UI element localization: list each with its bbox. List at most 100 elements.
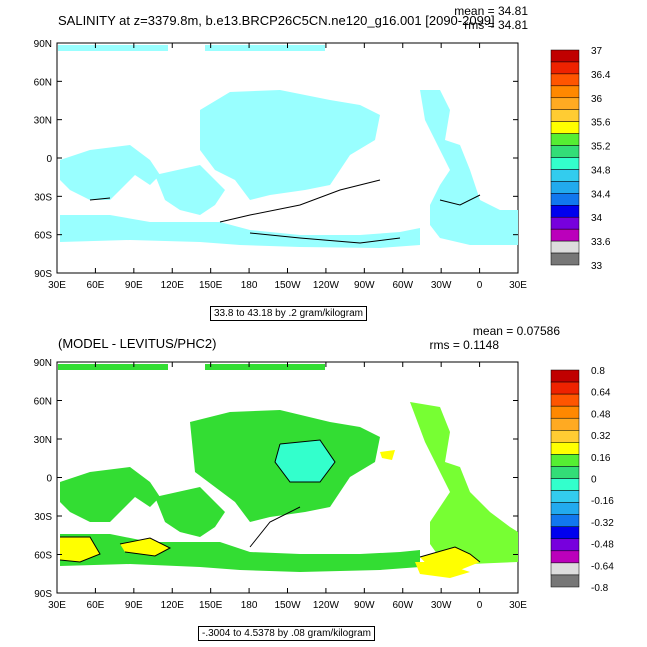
x-tick-label: 120W <box>313 600 340 611</box>
x-tick-label: 30E <box>48 280 66 291</box>
x-tick-label: 120E <box>161 280 185 291</box>
x-tick-label: 60W <box>392 600 413 611</box>
colorbar-swatch <box>550 240 580 254</box>
colorbar-swatch <box>550 405 580 419</box>
x-tick-label: 120W <box>313 280 340 291</box>
colorbar-label: 35.6 <box>591 118 611 129</box>
x-tick-label: 120E <box>161 600 185 611</box>
colorbar-label: 0.16 <box>591 453 611 464</box>
colorbar-label: 34 <box>591 213 603 224</box>
salinity-y-ticks: 90N 60N 30N 0 30S 60S 90S <box>34 39 518 280</box>
colorbar-swatch <box>550 574 580 588</box>
x-tick-label: 150E <box>199 280 223 291</box>
colorbar-swatch <box>550 49 580 63</box>
difference-contour-info: -.3004 to 4.5378 by .08 gram/kilogram <box>198 626 375 641</box>
x-tick-label: 150W <box>274 280 301 291</box>
salinity-rms: rms = 34.81 <box>464 18 528 32</box>
colorbar-swatch <box>550 73 580 87</box>
colorbar-swatch <box>550 169 580 182</box>
x-tick-label: 90E <box>125 600 143 611</box>
x-tick-label: 30E <box>509 600 527 611</box>
y-tick-label: 30N <box>34 435 52 446</box>
y-tick-label: 90N <box>34 39 52 50</box>
colorbar-label: 35.2 <box>591 142 611 153</box>
difference-map: 30E 60E 90E 120E 150E 180 150W 120W 90W 60W 30W 0 30… <box>34 358 615 611</box>
difference-panel: (MODEL - LEVITUS/PHC2) mean = 0.07586 rm… <box>0 322 647 647</box>
difference-colorbar: 0.8 0.64 0.48 0.32 0.16 0 -0.16 -0.32 -0.48 -0.64… <box>550 366 614 594</box>
colorbar-swatch <box>550 85 580 99</box>
y-tick-label: 60S <box>34 231 52 242</box>
difference-atlantic-fill <box>410 402 518 564</box>
colorbar-swatch <box>550 97 580 110</box>
salinity-mean: mean = 34.81 <box>454 4 528 18</box>
difference-contours <box>59 439 481 563</box>
colorbar-swatch <box>550 550 580 564</box>
salinity-title: SALINITY at z=3379.8m, b.e13.BRCP26C5CN.… <box>58 13 495 28</box>
x-tick-label: 0 <box>477 280 483 291</box>
colorbar-swatch <box>550 157 580 170</box>
colorbar-swatch <box>550 466 580 479</box>
x-tick-label: 90W <box>354 280 375 291</box>
y-tick-label: 90N <box>34 358 52 369</box>
y-tick-label: 30N <box>34 116 52 127</box>
colorbar-label: 0.64 <box>591 388 611 399</box>
x-tick-label: 60E <box>87 600 105 611</box>
colorbar-label: 34.8 <box>591 165 611 176</box>
colorbar-swatch <box>550 216 580 230</box>
colorbar-swatch <box>550 490 580 503</box>
salinity-contour-info: 33.8 to 43.18 by .2 gram/kilogram <box>210 306 367 321</box>
colorbar-label: 36 <box>591 94 603 105</box>
colorbar-swatch <box>550 133 580 146</box>
colorbar-label: 34.4 <box>591 189 611 200</box>
x-tick-label: 30E <box>509 280 527 291</box>
colorbar-swatch <box>550 454 580 467</box>
y-tick-label: 0 <box>46 474 52 485</box>
colorbar-swatch <box>550 478 580 491</box>
x-tick-label: 30W <box>431 600 452 611</box>
colorbar-label: -0.8 <box>591 583 609 594</box>
colorbar-swatch <box>550 393 580 407</box>
y-tick-label: 90S <box>34 589 52 600</box>
colorbar-swatch <box>550 562 580 576</box>
colorbar-swatch <box>550 538 580 552</box>
colorbar-swatch <box>550 61 580 75</box>
colorbar-label: -0.48 <box>591 540 614 551</box>
salinity-panel: SALINITY at z=3379.8m, b.e13.BRCP26C5CN.… <box>0 0 647 322</box>
x-tick-label: 180 <box>241 280 258 291</box>
colorbar-swatch <box>550 205 580 218</box>
y-tick-label: 30S <box>34 512 52 523</box>
colorbar-swatch <box>550 502 580 515</box>
salinity-x-ticks: 30E 60E 90E 120E 150E 180 150W 120W 90W 60W 30W 0 30… <box>48 43 527 291</box>
colorbar-swatch <box>550 526 580 540</box>
difference-rms: rms = 0.1148 <box>429 338 499 352</box>
colorbar-swatch <box>550 514 580 527</box>
y-tick-label: 30S <box>34 192 52 203</box>
salinity-contours <box>89 179 481 244</box>
difference-x-ticks: 30E 60E 90E 120E 150E 180 150W 120W 90W 60W 30W 0 30… <box>48 362 527 611</box>
colorbar-swatch <box>550 252 580 266</box>
colorbar-swatch <box>550 193 580 206</box>
colorbar-label: 0 <box>591 475 597 486</box>
colorbar-swatch <box>550 109 580 122</box>
y-tick-label: 0 <box>46 154 52 165</box>
colorbar-label: 0.48 <box>591 409 611 420</box>
colorbar-swatch <box>550 442 580 455</box>
salinity-colorbar: 37 36.4 36 35.6 35.2 34.8 34.4 34 33.6 33 <box>550 46 611 272</box>
x-tick-label: 60W <box>392 280 413 291</box>
salinity-ocean-fill <box>58 45 518 248</box>
x-tick-label: 0 <box>477 600 483 611</box>
x-tick-label: 90W <box>354 600 375 611</box>
y-tick-label: 60N <box>34 397 52 408</box>
colorbar-swatch <box>550 430 580 443</box>
colorbar-label: 33.6 <box>591 237 611 248</box>
x-tick-label: 30E <box>48 600 66 611</box>
colorbar-swatch <box>550 121 580 134</box>
x-tick-label: 30W <box>431 280 452 291</box>
colorbar-swatch <box>550 228 580 242</box>
difference-y-ticks: 90N 60N 30N 0 30S 60S 90S <box>34 358 518 600</box>
colorbar-swatch <box>550 417 580 431</box>
colorbar-label: 0.32 <box>591 431 611 442</box>
colorbar-label: -0.16 <box>591 496 614 507</box>
x-tick-label: 180 <box>241 600 258 611</box>
colorbar-label: -0.32 <box>591 518 614 529</box>
